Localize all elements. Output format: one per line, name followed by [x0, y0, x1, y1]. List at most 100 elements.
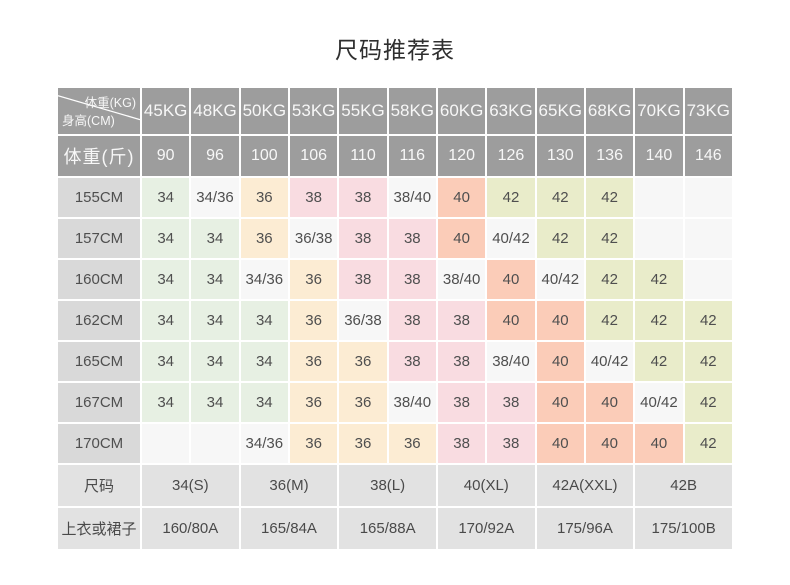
size-cell [682, 217, 735, 260]
size-cell: 38 [386, 217, 438, 260]
size-cell: 36 [337, 422, 389, 465]
size-cell: 36 [386, 422, 438, 465]
size-cell: 40 [534, 381, 586, 424]
weight-jin-cell: 130 [534, 134, 586, 178]
size-group-cell: 38(L) [337, 463, 438, 508]
size-cell: 36 [238, 176, 290, 219]
size-cell: 42 [633, 258, 685, 301]
size-group-cell: 34(S) [140, 463, 241, 508]
size-cell: 38 [435, 299, 488, 342]
size-cell: 42 [485, 176, 537, 219]
weight-jin-cell: 136 [583, 134, 636, 178]
size-cell: 36 [287, 258, 340, 301]
size-cell: 34 [238, 381, 290, 424]
size-cell: 42 [534, 176, 586, 219]
size-cell: 38 [485, 422, 537, 465]
size-cell: 34 [189, 340, 241, 383]
size-cell: 34 [139, 217, 192, 260]
size-cell: 42 [682, 299, 735, 342]
weight-kg-cell: 45KG [139, 86, 192, 136]
size-cell: 34 [139, 299, 192, 342]
weight-kg-cell: 73KG [682, 86, 735, 136]
height-label: 155CM [56, 176, 142, 219]
size-cell: 34 [189, 381, 241, 424]
weight-jin-label: 体重(斤) [56, 134, 142, 178]
size-cell: 34 [189, 258, 241, 301]
table-row: 170CM 34/36 36 36 36 38 38 40 40 40 42 [56, 422, 735, 465]
size-cell: 34 [238, 299, 290, 342]
garment-spec-cell: 170/92A [435, 506, 537, 551]
table-row: 160CM 34 34 34/36 36 38 38 38/40 40 40/42 42 42 [56, 258, 735, 301]
size-cell: 40 [534, 422, 586, 465]
size-cell: 42 [534, 217, 586, 260]
size-cell [633, 176, 685, 219]
weight-jin-cell: 116 [386, 134, 438, 178]
size-cell: 40 [633, 422, 685, 465]
size-cell: 40 [485, 299, 537, 342]
weight-jin-cell: 110 [337, 134, 389, 178]
weight-jin-cell: 120 [435, 134, 488, 178]
size-cell: 34 [139, 258, 192, 301]
page-title: 尺码推荐表 [335, 37, 455, 63]
weight-kg-cell: 58KG [386, 86, 438, 136]
size-cell: 34 [189, 299, 241, 342]
size-cell: 42 [583, 217, 636, 260]
size-cell: 34 [139, 176, 192, 219]
size-cell: 40 [534, 340, 586, 383]
size-cell: 38 [386, 340, 438, 383]
size-group-cell: 42B [633, 463, 734, 508]
weight-jin-cell: 140 [633, 134, 685, 178]
size-cell: 38 [386, 258, 438, 301]
size-cell: 38 [337, 217, 389, 260]
size-cell: 34/36 [189, 176, 241, 219]
size-name-row: 尺码 34(S) 36(M) 38(L) 40(XL) 42A(XXL) 42B [56, 463, 734, 508]
table-footer: 尺码 34(S) 36(M) 38(L) 40(XL) 42A(XXL) 42B 上衣或裙… [56, 463, 734, 551]
garment-spec-cell: 165/88A [337, 506, 438, 551]
size-cell: 40 [435, 217, 488, 260]
weight-kg-cell: 48KG [189, 86, 241, 136]
size-group-cell: 40(XL) [435, 463, 537, 508]
size-cell: 38 [337, 176, 389, 219]
height-label: 167CM [56, 381, 142, 424]
size-cell [682, 176, 735, 219]
size-cell: 40 [534, 299, 586, 342]
garment-spec-cell: 165/84A [238, 506, 340, 551]
weight-kg-row: 体重(KG) 身高(CM) 45KG 48KG 50KG 53KG 55KG 58KG 60… [56, 86, 735, 136]
garment-row: 上衣或裙子 160/80A 165/84A 165/88A 170/92A 175/96… [56, 506, 734, 551]
size-cell: 40 [435, 176, 488, 219]
size-cell: 42 [682, 422, 735, 465]
weight-jin-cell: 146 [682, 134, 735, 178]
size-cell: 38 [287, 176, 340, 219]
size-cell [633, 217, 685, 260]
table-row: 167CM 34 34 34 36 36 38/40 38 38 40 40 40/42 42 [56, 381, 735, 424]
size-cell: 36 [287, 340, 340, 383]
size-cell: 36 [337, 340, 389, 383]
weight-jin-cell: 106 [287, 134, 340, 178]
size-cell: 38 [435, 381, 488, 424]
size-cell: 36 [287, 299, 340, 342]
garment-spec-cell: 175/100B [633, 506, 734, 551]
size-cell: 38 [435, 340, 488, 383]
table-row: 155CM 34 34/36 36 38 38 38/40 40 42 42 42 [56, 176, 735, 219]
corner-cell: 体重(KG) 身高(CM) [56, 86, 142, 136]
size-group-cell: 42A(XXL) [534, 463, 636, 508]
size-cell: 42 [583, 299, 636, 342]
size-cell [189, 422, 241, 465]
weight-kg-cell: 50KG [238, 86, 290, 136]
weight-kg-cell: 60KG [435, 86, 488, 136]
height-label: 162CM [56, 299, 142, 342]
size-cell: 42 [583, 176, 636, 219]
height-label: 165CM [56, 340, 142, 383]
diagonal-line [59, 95, 139, 120]
size-cell: 36 [337, 381, 389, 424]
size-cell: 38/40 [386, 176, 438, 219]
weight-kg-cell: 63KG [485, 86, 537, 136]
garment-spec-cell: 175/96A [534, 506, 636, 551]
size-table: 体重(KG) 身高(CM) 45KG 48KG 50KG 53KG 55KG 58KG 60… [56, 86, 735, 551]
weight-jin-cell: 96 [189, 134, 241, 178]
height-label: 170CM [56, 422, 142, 465]
size-cell: 38/40 [435, 258, 488, 301]
garment-row-label: 上衣或裙子 [56, 506, 142, 551]
size-cell: 42 [682, 340, 735, 383]
size-cell: 38 [386, 299, 438, 342]
